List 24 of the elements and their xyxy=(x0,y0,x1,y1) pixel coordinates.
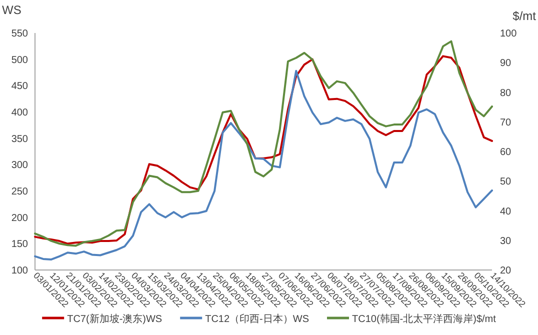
y2-tick-label: 80 xyxy=(500,88,512,99)
y-tick-label: 350 xyxy=(11,134,28,145)
y2-tick-label: 50 xyxy=(500,176,512,188)
y2-tick-label: 100 xyxy=(500,28,518,40)
legend-label: TC7(新加坡-澳东)WS xyxy=(67,313,162,325)
legend-label: TC12（印西-日本）WS xyxy=(205,313,310,325)
y-tick-label: 250 xyxy=(11,186,28,198)
y-tick-label: 150 xyxy=(11,239,28,250)
y2-tick-label: 90 xyxy=(500,58,512,70)
y-tick-label: 550 xyxy=(11,28,28,40)
y2-tick-label: 70 xyxy=(500,117,512,128)
y-tick-label: 500 xyxy=(11,54,28,66)
y2-tick-label: 40 xyxy=(500,206,512,218)
y-tick-label: 450 xyxy=(11,81,28,92)
legend-label: TC10(韩国-北太平洋西海岸)$/mt xyxy=(352,313,496,325)
y-axis-title: WS xyxy=(2,3,22,17)
y-tick-label: 200 xyxy=(11,212,28,224)
y2-tick-label: 20 xyxy=(500,266,512,276)
y-tick-label: 300 xyxy=(11,160,28,172)
y2-axis-title: $/mt xyxy=(512,9,537,23)
y-tick-label: 100 xyxy=(11,266,28,276)
y-tick-label: 400 xyxy=(11,108,28,118)
y2-tick-label: 30 xyxy=(500,236,512,247)
y2-tick-label: 60 xyxy=(500,147,512,158)
